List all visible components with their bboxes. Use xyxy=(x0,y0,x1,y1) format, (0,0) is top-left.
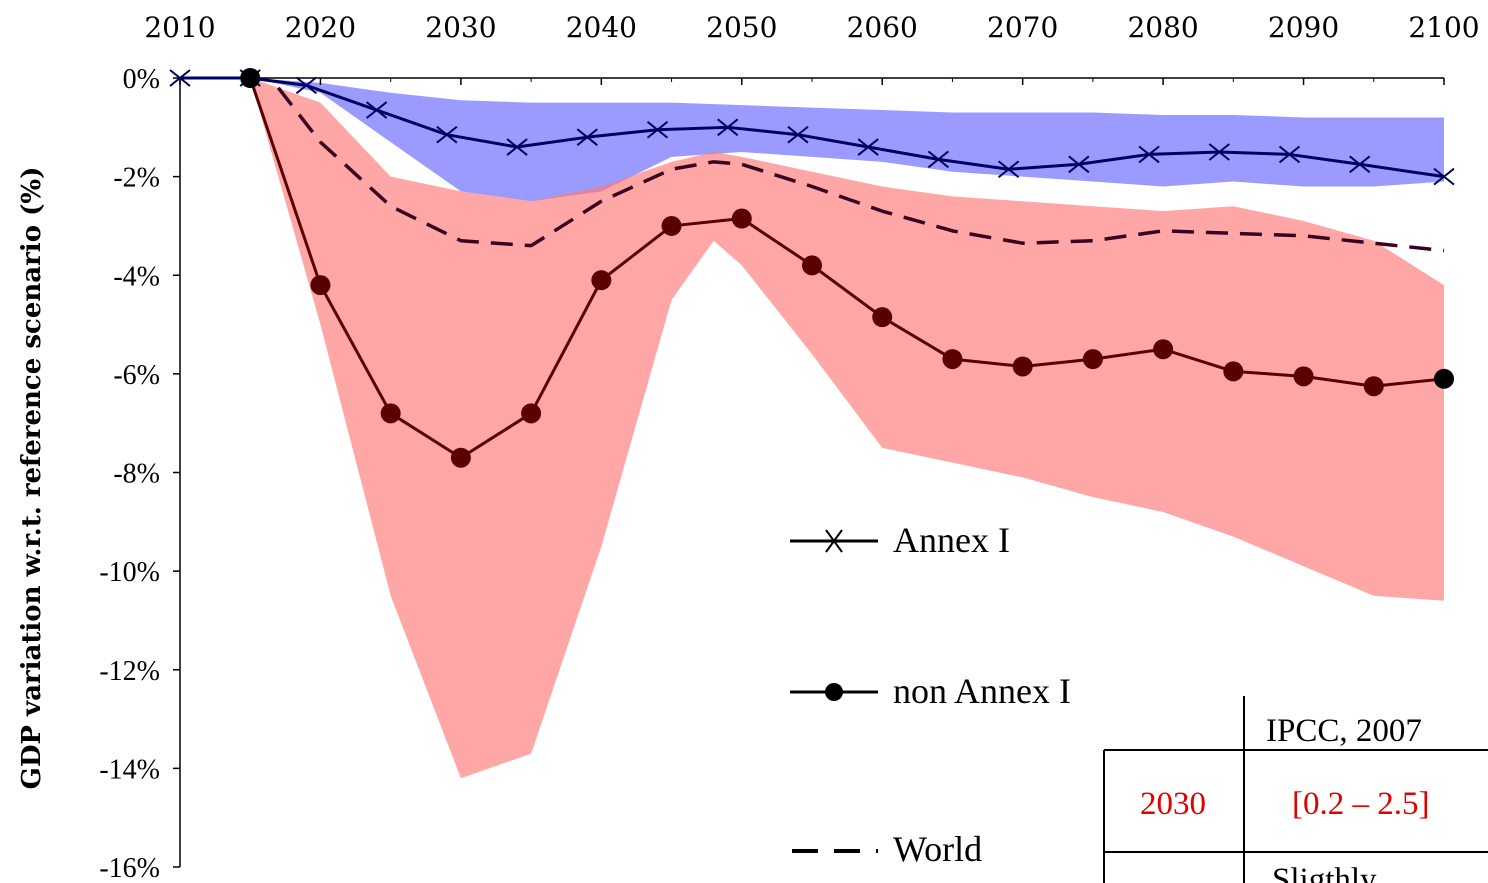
table-cell-year: 2030 xyxy=(1140,786,1206,822)
legend-label-world: World xyxy=(893,829,982,869)
x-tick-label-2100: 2100 xyxy=(1408,11,1479,44)
legend: Annex I non Annex I World xyxy=(790,520,1071,869)
point-non-annex-i-2050 xyxy=(731,208,752,229)
y-tick-label-7: -14% xyxy=(99,754,160,785)
table-cell-range: [0.2 – 2.5] xyxy=(1292,786,1429,822)
legend-item-annex-i: Annex I xyxy=(790,520,1010,560)
point-annex-i-2049 xyxy=(717,118,739,137)
point-non-annex-i-2060 xyxy=(872,307,893,328)
point-annex-i-2039 xyxy=(576,128,598,146)
x-tick-label-2080: 2080 xyxy=(1127,11,1198,44)
point-annex-i-2054 xyxy=(787,125,809,144)
point-annex-i-2010 xyxy=(169,69,191,87)
point-annex-i-2044 xyxy=(646,120,669,139)
point-annex-i-2084 xyxy=(1208,143,1230,161)
x-tick-label-2010: 2010 xyxy=(144,11,215,44)
x-tick-label-2050: 2050 xyxy=(706,11,777,44)
point-non-annex-i-2085 xyxy=(1223,361,1244,382)
point-annex-i-2059 xyxy=(857,138,879,156)
point-non-annex-i-2065 xyxy=(942,349,963,370)
point-annex-i-2029 xyxy=(436,125,458,144)
table-header-source: IPCC, 2007 xyxy=(1266,713,1422,749)
point-non-annex-i-2055 xyxy=(802,255,822,276)
bands-layer xyxy=(250,78,1445,779)
y-tick-label-4: -8% xyxy=(113,459,160,490)
x-tick-label-2070: 2070 xyxy=(987,11,1058,44)
point-non-annex-i-2080 xyxy=(1153,339,1174,360)
x-tick-label-2030: 2030 xyxy=(425,11,496,44)
point-non-annex-i-2070 xyxy=(1012,356,1033,377)
y-tick-label-3: -6% xyxy=(113,360,160,391)
point-annex-i-2094 xyxy=(1349,155,1371,174)
y-axis-title: GDP variation w.r.t. reference scenario … xyxy=(17,167,47,790)
point-annex-i-2100 xyxy=(1433,167,1455,186)
y-tick-label-2: -4% xyxy=(113,261,160,292)
x-tick-label-2040: 2040 xyxy=(566,11,637,44)
axes-layer: 2010 2020 2030 2040 2050 2060 2070 2080 2090 2100… xyxy=(99,11,1479,883)
legend-label-annex-i: Annex I xyxy=(893,520,1010,560)
point-non-annex-i-2025 xyxy=(380,403,401,424)
point-annex-i-2024 xyxy=(365,101,388,119)
y-tick-label-1: -2% xyxy=(113,163,160,194)
y-tick-label-8: -16% xyxy=(99,853,160,883)
point-non-annex-i-2090 xyxy=(1293,366,1314,387)
point-annex-i-2089 xyxy=(1278,145,1301,164)
point-non-annex-i-2045 xyxy=(661,215,682,236)
point-non-annex-i-2075 xyxy=(1082,349,1103,370)
legend-item-non-annex-i: non Annex I xyxy=(790,671,1071,711)
point-non-annex-i-2100 xyxy=(1434,368,1454,389)
legend-marker-x-icon xyxy=(825,529,843,553)
point-non-annex-i-2095 xyxy=(1363,376,1384,397)
point-non-annex-i-2020 xyxy=(310,275,331,296)
series-line-non-annex-i xyxy=(248,77,1445,460)
inset-table: IPCC, 2007 2030 [0.2 – 2.5] Sligthly xyxy=(1103,696,1488,883)
series-line-world xyxy=(276,86,1445,253)
x-tick-label-2090: 2090 xyxy=(1268,11,1339,44)
point-annex-i-2074 xyxy=(1068,155,1090,174)
table-cell-note: Sligthly xyxy=(1272,862,1377,883)
point-annex-i-2069 xyxy=(997,160,1020,179)
legend-marker-circle-icon xyxy=(825,683,843,701)
point-non-annex-i-2015 xyxy=(240,68,261,88)
band-non-annex-i xyxy=(250,78,1445,779)
point-non-annex-i-2035 xyxy=(521,403,542,424)
x-tick-label-2060: 2060 xyxy=(847,11,918,44)
y-tick-label-6: -12% xyxy=(99,656,160,687)
x-tick-label-2020: 2020 xyxy=(285,11,356,44)
y-tick-label-5: -10% xyxy=(99,557,160,588)
series-layer xyxy=(169,68,1455,468)
legend-label-non-annex-i: non Annex I xyxy=(893,671,1071,711)
point-non-annex-i-2040 xyxy=(591,270,612,291)
point-annex-i-2079 xyxy=(1138,145,1160,164)
point-non-annex-i-2030 xyxy=(450,447,471,468)
point-annex-i-2034 xyxy=(506,138,528,156)
point-annex-i-2064 xyxy=(927,150,950,169)
legend-item-world: World xyxy=(792,829,982,869)
band-annex-i xyxy=(250,78,1445,202)
point-annex-i-2019 xyxy=(295,76,318,95)
y-tick-label-0: 0% xyxy=(123,64,160,95)
